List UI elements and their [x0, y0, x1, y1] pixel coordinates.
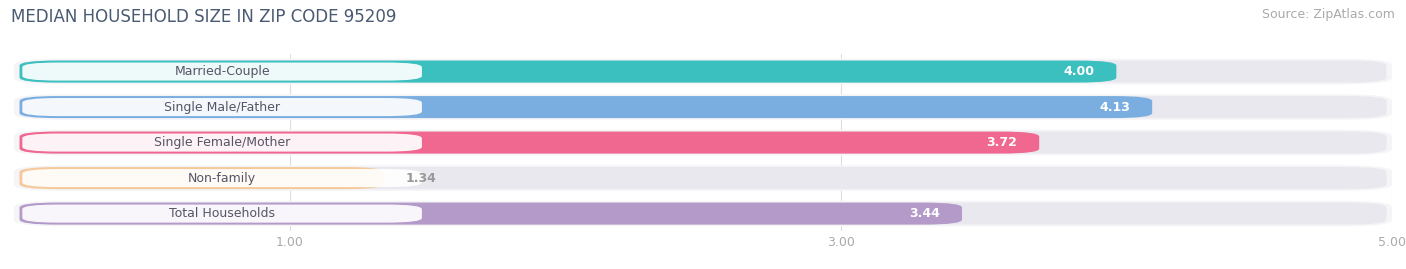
- FancyBboxPatch shape: [20, 203, 962, 225]
- FancyBboxPatch shape: [22, 169, 422, 187]
- FancyBboxPatch shape: [20, 96, 1386, 118]
- FancyBboxPatch shape: [20, 61, 1116, 83]
- FancyBboxPatch shape: [22, 62, 422, 81]
- Text: Single Male/Father: Single Male/Father: [165, 101, 280, 114]
- FancyBboxPatch shape: [20, 203, 1386, 225]
- FancyBboxPatch shape: [20, 132, 1386, 154]
- Text: Non-family: Non-family: [188, 172, 256, 185]
- Text: 1.34: 1.34: [405, 172, 436, 185]
- Text: 3.44: 3.44: [910, 207, 941, 220]
- FancyBboxPatch shape: [22, 133, 422, 152]
- FancyBboxPatch shape: [14, 94, 1392, 120]
- Text: Single Female/Mother: Single Female/Mother: [155, 136, 290, 149]
- FancyBboxPatch shape: [22, 204, 422, 223]
- FancyBboxPatch shape: [14, 130, 1392, 155]
- FancyBboxPatch shape: [20, 132, 1039, 154]
- Text: MEDIAN HOUSEHOLD SIZE IN ZIP CODE 95209: MEDIAN HOUSEHOLD SIZE IN ZIP CODE 95209: [11, 8, 396, 26]
- Text: 4.00: 4.00: [1063, 65, 1094, 78]
- Text: 4.13: 4.13: [1099, 101, 1130, 114]
- FancyBboxPatch shape: [20, 61, 1386, 83]
- FancyBboxPatch shape: [20, 167, 384, 189]
- FancyBboxPatch shape: [22, 98, 422, 116]
- FancyBboxPatch shape: [20, 167, 1386, 189]
- Text: Source: ZipAtlas.com: Source: ZipAtlas.com: [1261, 8, 1395, 21]
- FancyBboxPatch shape: [14, 165, 1392, 191]
- FancyBboxPatch shape: [14, 59, 1392, 84]
- Text: Total Households: Total Households: [169, 207, 276, 220]
- Text: Married-Couple: Married-Couple: [174, 65, 270, 78]
- FancyBboxPatch shape: [14, 201, 1392, 226]
- Text: 3.72: 3.72: [986, 136, 1017, 149]
- FancyBboxPatch shape: [20, 96, 1152, 118]
